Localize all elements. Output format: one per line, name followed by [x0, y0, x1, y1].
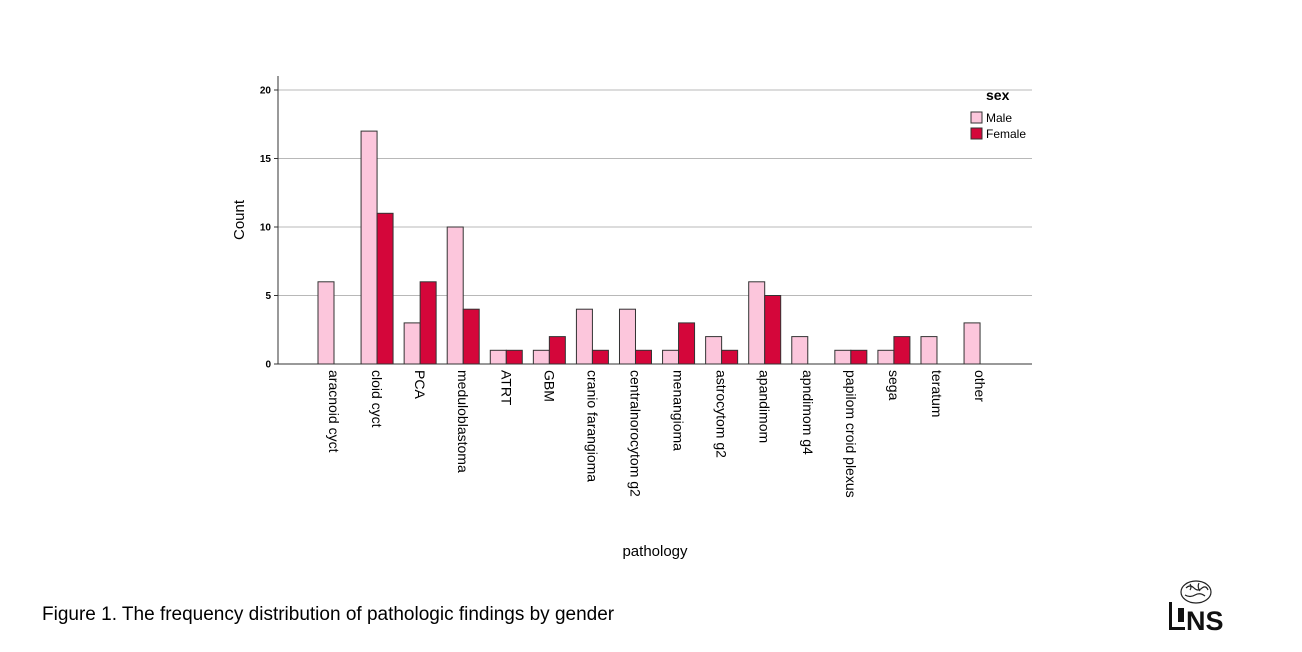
gridlines	[278, 89, 1032, 296]
bar-male-11	[791, 336, 809, 365]
legend-swatch-female	[970, 127, 983, 140]
bar-male-0	[317, 281, 335, 365]
bar-male-8	[662, 349, 680, 365]
x-tick-label: GBM	[541, 370, 557, 402]
brain-logo-icon: NS	[1169, 580, 1224, 634]
bar-male-7	[618, 308, 636, 365]
x-tick-label: astrocytom g2	[714, 370, 730, 458]
legend-label-female: Female	[986, 127, 1026, 141]
y-tick-label: 15	[260, 154, 272, 165]
x-tick-label: cranio farangioma	[584, 370, 600, 482]
figure-caption-label: Figure 1.	[42, 604, 117, 625]
x-tick-label: aracnoid cyct	[326, 370, 342, 453]
y-tick-label: 10	[260, 223, 272, 234]
bars	[317, 130, 981, 365]
bar-male-13	[877, 349, 895, 365]
y-tick-label: 5	[265, 291, 271, 302]
brain-icon	[1180, 580, 1212, 604]
bar-female-1	[376, 212, 394, 365]
x-tick-label: menangioma	[671, 370, 687, 451]
logo-frame	[1169, 602, 1185, 630]
x-tick-label: apandimom	[757, 370, 773, 443]
bar-female-7	[634, 349, 652, 365]
x-tick-label: sega	[886, 370, 902, 401]
bar-female-6	[591, 349, 609, 365]
y-tick-label: 20	[260, 86, 272, 97]
bar-female-10	[764, 295, 782, 365]
bar-female-12	[850, 349, 868, 365]
y-axis-title: Count	[231, 199, 248, 240]
bar-female-13	[893, 336, 911, 365]
figure-caption: Figure 1. The frequency distribution of …	[42, 604, 614, 626]
legend-label-male: Male	[986, 111, 1012, 125]
y-tick-labels: 0 5 10 15 20	[260, 86, 278, 371]
legend-title: sex	[986, 87, 1010, 103]
bar-male-12	[834, 349, 852, 365]
bar-female-5	[548, 336, 566, 365]
x-tick-label: other	[972, 370, 988, 402]
bar-female-3	[462, 308, 480, 365]
legend: sex Male Female	[970, 87, 1026, 141]
bar-male-6	[575, 308, 593, 365]
x-tick-label: teratum	[929, 370, 945, 417]
x-tick-label: ATRT	[498, 370, 514, 406]
bar-female-2	[419, 281, 437, 365]
bar-male-1	[360, 130, 378, 365]
bar-male-4	[489, 349, 507, 365]
x-tick-label: meduloblastoma	[455, 370, 471, 473]
bar-female-9	[721, 349, 739, 365]
x-tick-label: PCA	[412, 370, 428, 399]
x-tick-labels: aracnoid cyct cloid cyct PCA meduloblastoma…	[326, 370, 988, 498]
bar-male-5	[532, 349, 550, 365]
bar-female-8	[678, 322, 696, 365]
bar-male-9	[705, 336, 723, 365]
x-tick-label: cloid cyct	[369, 370, 385, 428]
bar-female-4	[505, 349, 523, 365]
x-axis-title: pathology	[622, 543, 688, 560]
y-tick-label: 0	[265, 360, 271, 371]
x-tick-label: centralnorocytom g2	[627, 370, 643, 497]
legend-swatch-male	[970, 111, 983, 124]
figure-caption-text: The frequency distribution of pathologic…	[116, 604, 615, 625]
bar-male-15	[963, 322, 981, 365]
bar-male-14	[920, 336, 938, 365]
bar-male-2	[403, 322, 421, 365]
bar-male-10	[748, 281, 766, 365]
x-tick-label: apndimom g4	[800, 370, 816, 455]
x-tick-label: papilom croid plexus	[843, 370, 859, 498]
logo-text: NS	[1186, 606, 1224, 634]
bar-male-3	[446, 226, 464, 365]
